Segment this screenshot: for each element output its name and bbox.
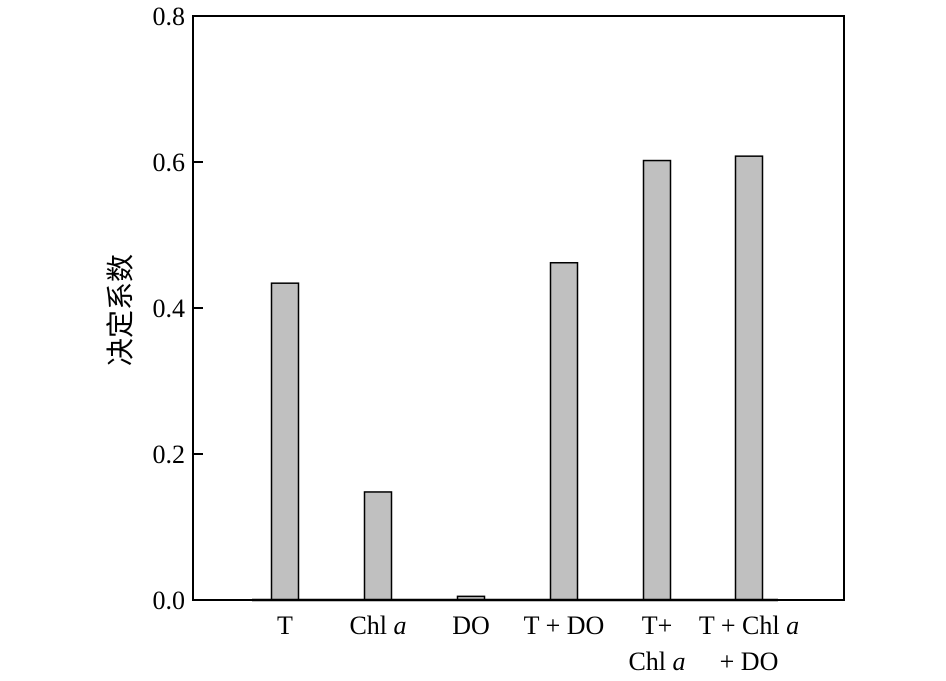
- bar: [642, 159, 672, 601]
- y-tick-label: 0.8: [153, 2, 186, 31]
- bar: [270, 282, 300, 601]
- x-axis: T Chl a DO T + DO T+ Chl a T + Chl a + DO: [277, 611, 799, 676]
- x-tick-label: + DO: [720, 647, 779, 676]
- x-tick-label: Chl a: [349, 611, 406, 640]
- bar-group: [270, 155, 764, 601]
- x-tick-label: Chl a: [628, 647, 685, 676]
- y-tick-label: 0.6: [153, 148, 186, 177]
- bar: [734, 155, 764, 601]
- y-tick-label: 0.4: [153, 294, 186, 323]
- x-tick-label: T+: [642, 611, 673, 640]
- y-axis: 0.0 0.2 0.4 0.6 0.8: [153, 2, 203, 615]
- y-axis-title: 决定系数: [104, 254, 137, 366]
- y-tick-label: 0.0: [153, 586, 186, 615]
- y-tick-label: 0.2: [153, 440, 186, 469]
- x-tick-label: DO: [452, 611, 490, 640]
- bar: [549, 261, 579, 601]
- bar: [363, 491, 393, 601]
- x-tick-label: T + DO: [524, 611, 605, 640]
- x-tick-label: T + Chl a: [699, 611, 799, 640]
- x-tick-label: T: [277, 611, 293, 640]
